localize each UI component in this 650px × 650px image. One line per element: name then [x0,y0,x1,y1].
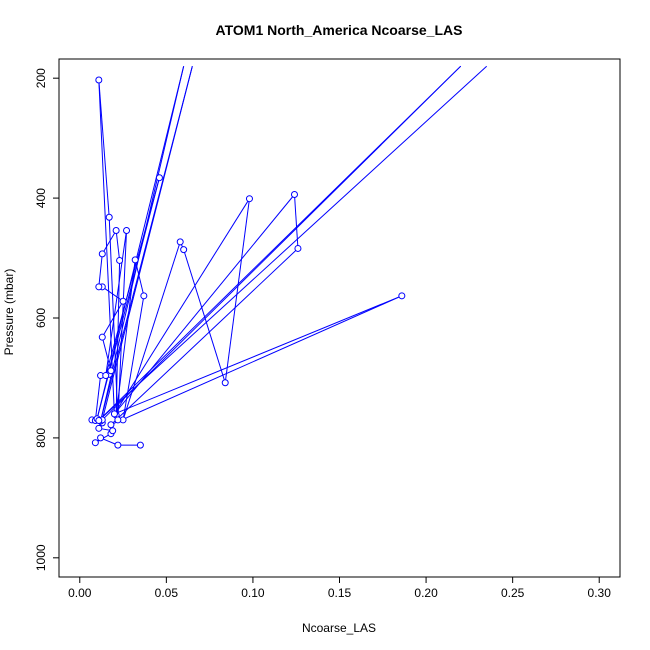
data-point [95,417,103,425]
series-line-segment [98,65,462,421]
series-line-segment [115,230,121,261]
data-point [110,410,118,418]
x-axis: 0.00 0.05 0.10 0.15 0.20 0.25 0.30 [68,577,611,600]
x-tick-label: 0.20 [414,586,438,600]
data-point [294,244,302,252]
data-point [109,427,117,435]
data-point [245,195,253,203]
x-tick-label: 0.10 [241,586,265,600]
data-point [105,213,113,221]
series-line-segment [101,337,112,371]
data-point [221,379,229,387]
data-point [290,190,298,198]
y-tick-label: 800 [34,428,48,448]
data-point [116,256,124,264]
data-point [136,441,144,449]
data-point [97,434,105,442]
data-point [112,226,120,234]
data-point [98,250,106,258]
series-line-segment [98,253,103,287]
data-point [140,292,148,300]
data-point [119,297,127,305]
x-tick-label: 0.05 [155,586,179,600]
series-line-segment [94,375,102,421]
data-point [114,416,122,424]
data-point [114,441,122,449]
series-line-segment [114,194,295,415]
data-point [398,292,406,300]
x-tick-label: 0.00 [68,586,92,600]
series-line-segment [98,65,488,421]
data-point [95,76,103,84]
y-axis: 200 400 600 800 1000 [34,68,59,571]
series-line-segment [110,248,299,426]
x-tick-label: 0.25 [501,586,525,600]
series-lines [91,65,488,446]
data-point [131,256,139,264]
chart-title: ATOM1 North_America Ncoarse_LAS [216,22,463,38]
series-line-segment [98,79,110,218]
series-line-segment [113,198,250,415]
x-tick-label: 0.30 [588,586,612,600]
data-point [155,174,163,182]
y-axis-label: Pressure (mbar) [2,269,16,356]
data-point [91,439,99,447]
series-line-segment [98,79,115,414]
plot-frame [58,58,621,578]
series-line-segment [183,249,226,383]
data-point [176,238,184,246]
y-tick-label: 1000 [34,544,48,571]
y-tick-label: 400 [34,188,48,208]
series-line-segment [101,230,117,255]
data-point [107,421,115,429]
series-line-segment [101,300,124,338]
data-point [123,226,131,234]
data-point [95,283,103,291]
series-line-segment [114,295,403,415]
data-point [95,424,103,432]
series-line-segment [224,198,250,383]
data-point [107,367,115,375]
series-line-segment [101,66,193,421]
x-axis-label: Ncoarse_LAS [302,621,376,635]
y-tick-label: 200 [34,68,48,88]
data-point [102,372,110,380]
series-line-segment [105,230,128,376]
y-tick-label: 600 [34,308,48,328]
series-line-segment [117,230,128,420]
x-tick-label: 0.15 [328,586,352,600]
data-point [180,246,188,254]
series-points [88,76,406,449]
series-line-segment [110,295,403,426]
series-line-segment [100,66,185,422]
series-line-segment [122,295,145,421]
data-point [98,333,106,341]
series-line-segment [96,66,185,419]
